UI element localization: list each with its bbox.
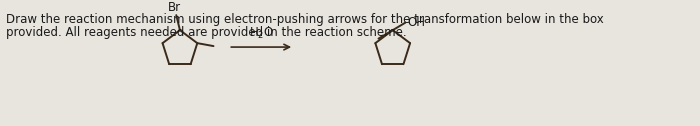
Text: Br: Br — [168, 1, 181, 14]
Text: Draw the reaction mechanism using electron-pushing arrows for the transformation: Draw the reaction mechanism using electr… — [6, 13, 604, 26]
Text: provided. All reagents needed are provided in the reaction scheme.: provided. All reagents needed are provid… — [6, 26, 407, 39]
Text: OH: OH — [407, 16, 425, 29]
Text: $\mathregular{H_2O}$: $\mathregular{H_2O}$ — [248, 26, 274, 41]
